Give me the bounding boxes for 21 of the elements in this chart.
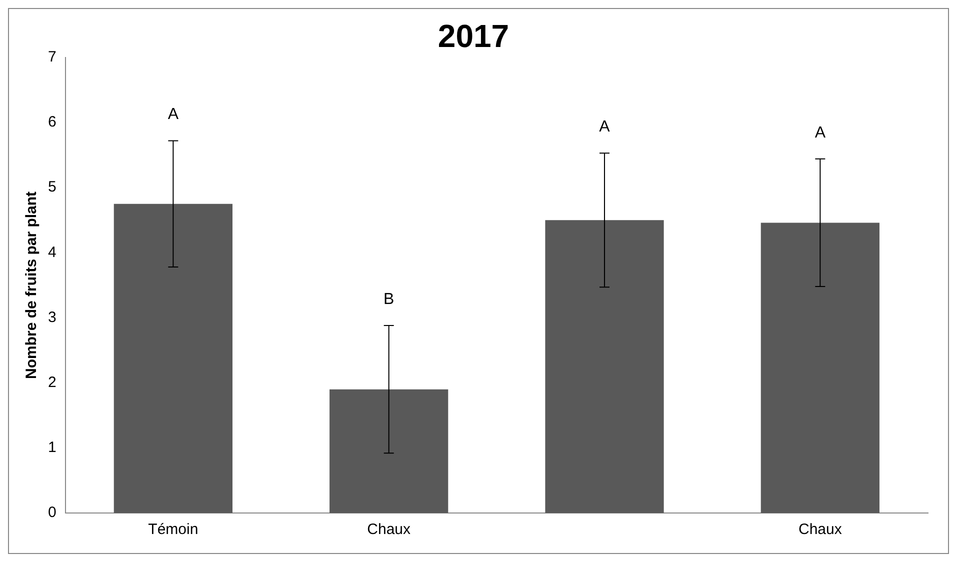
chart-title: 2017	[438, 18, 510, 54]
y-tick-label: 2	[48, 374, 56, 391]
annotation: A	[599, 118, 610, 136]
y-tick-label: 4	[48, 244, 56, 261]
annotation: A	[168, 106, 179, 124]
bar	[545, 220, 664, 513]
x-tick-label: Témoin	[148, 521, 198, 538]
annotation: B	[384, 290, 394, 308]
annotation: A	[814, 124, 826, 142]
y-tick-label: 3	[48, 308, 56, 326]
y-tick-label: 5	[48, 178, 56, 196]
y-tick-label: 7	[48, 48, 56, 66]
bar	[114, 204, 232, 513]
x-tick-label: Chaux	[798, 521, 842, 538]
x-tick-label: Chaux	[367, 521, 412, 538]
bar	[760, 222, 880, 513]
y-tick-label: 6	[48, 114, 56, 131]
y-tick-label: 1	[48, 439, 56, 456]
bar	[330, 389, 448, 513]
y-axis-title: Nombre de fruits par plant	[23, 191, 40, 379]
y-tick-label: 0	[48, 504, 56, 522]
